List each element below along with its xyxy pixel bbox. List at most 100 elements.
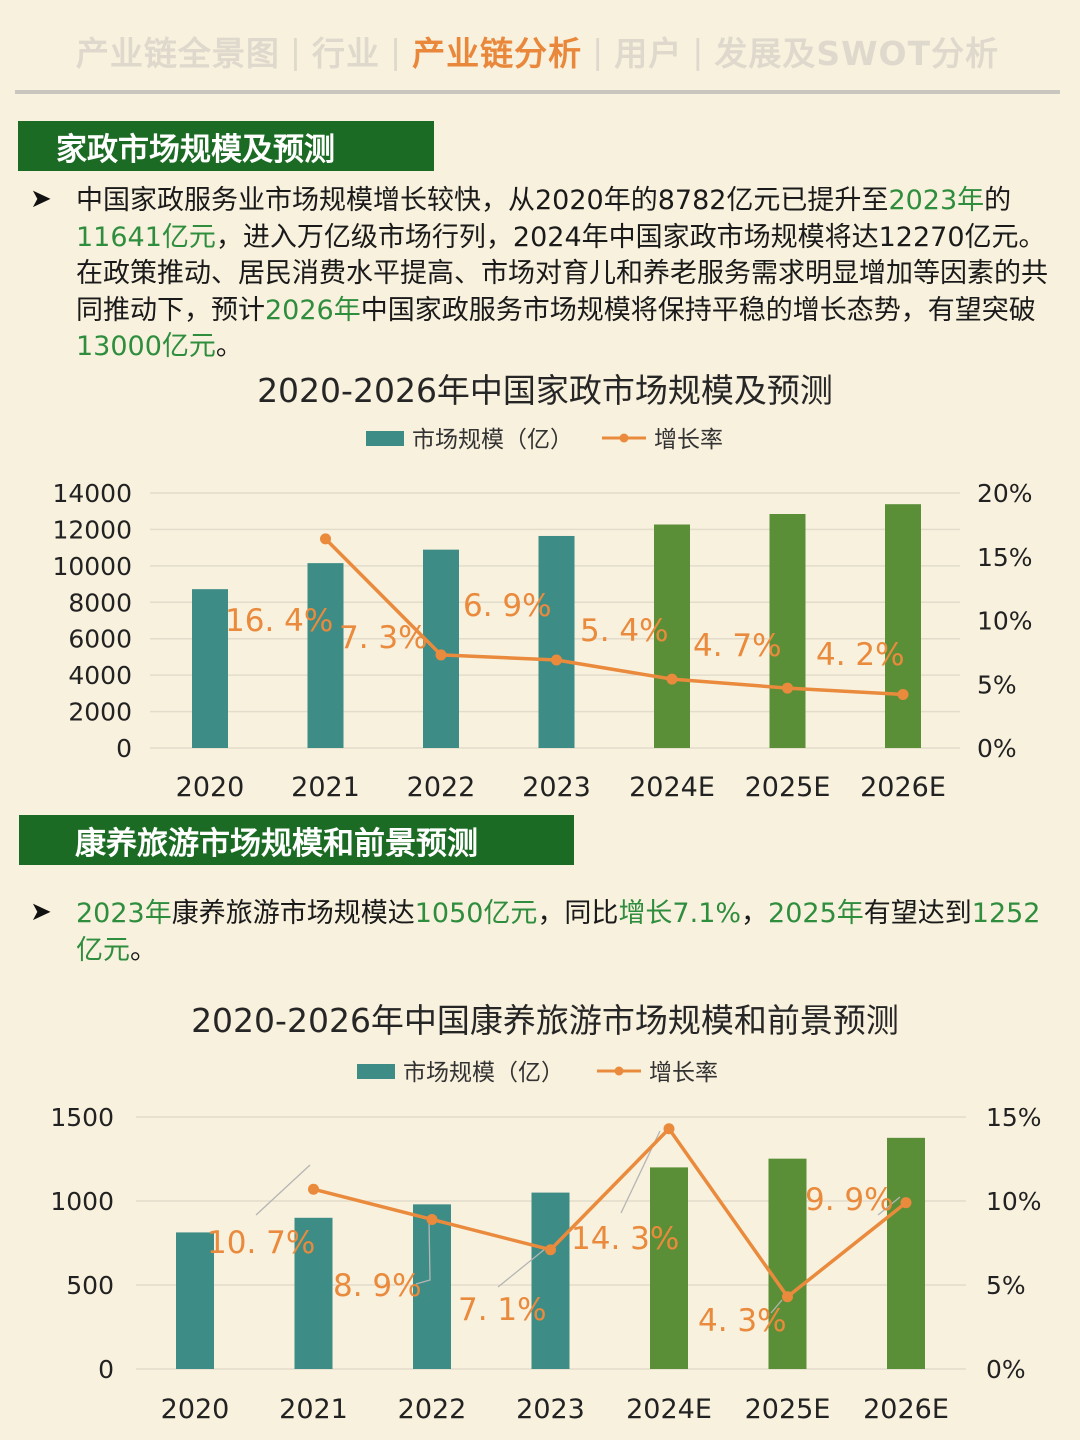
- highlight-text: 13000亿元: [76, 331, 216, 362]
- bar-2021: [294, 1217, 333, 1369]
- bar-2023: [538, 535, 575, 748]
- bar-2021: [307, 563, 344, 748]
- y-axis-left-tick: 6000: [68, 625, 132, 654]
- legend-line-label: 增长率: [654, 427, 723, 453]
- growth-rate-label: 4. 3%: [698, 1303, 787, 1339]
- nav-tab-3[interactable]: 用户: [614, 34, 683, 73]
- highlight-text: 2023年: [888, 185, 985, 216]
- bullet-arrow-icon: ➤: [30, 897, 52, 927]
- nav-tab-1[interactable]: 行业: [312, 34, 380, 73]
- highlight-text: 2026年: [265, 294, 361, 326]
- y-axis-left-tick: 1000: [50, 1187, 114, 1216]
- label-leader-line: [770, 1299, 783, 1314]
- growth-rate-label: 10. 7%: [207, 1225, 315, 1261]
- x-axis-tick: 2025E: [745, 772, 831, 803]
- x-axis-tick: 2024E: [629, 772, 715, 803]
- growth-rate-point: [435, 649, 447, 661]
- bar-2026E: [885, 504, 921, 748]
- x-axis-tick: 2023: [522, 772, 591, 803]
- x-axis-tick: 2021: [291, 772, 360, 803]
- body-text: 中国家政服务市场规模将保持平稳的增长态势，有望突破: [360, 294, 1036, 326]
- label-leader-line: [877, 1196, 901, 1216]
- y-axis-right-tick: 5%: [977, 670, 1017, 699]
- nav-tab-2[interactable]: 产业链分析: [412, 34, 583, 73]
- legend-bar-label: 市场规模（亿）: [412, 427, 573, 453]
- body-text: ，同比: [537, 898, 619, 929]
- bar-2022: [423, 549, 459, 748]
- x-axis-tick: 2026E: [863, 1394, 949, 1425]
- y-axis-right-tick: 5%: [986, 1271, 1026, 1300]
- y-axis-left-tick: 0: [98, 1355, 114, 1384]
- bar-2024E: [650, 1167, 688, 1369]
- highlight-text: 2023年: [76, 898, 172, 929]
- label-leader-line: [255, 1164, 311, 1216]
- highlight-text: 2025年: [768, 898, 864, 929]
- nav-separator: |: [289, 31, 302, 71]
- growth-rate-point: [320, 533, 331, 545]
- growth-rate-label: 9. 9%: [805, 1182, 894, 1218]
- y-axis-left-tick: 500: [66, 1271, 114, 1300]
- body-text: ，进入万亿级市场行列，2024年中国家政市场规模将达12270亿元。在政策推动、…: [76, 221, 1048, 326]
- growth-rate-line: [324, 537, 904, 697]
- legend-bar-swatch: [357, 1064, 395, 1079]
- growth-rate-label: 7. 1%: [458, 1292, 547, 1328]
- nav-divider: [15, 90, 1060, 94]
- chart-title: 2020-2026年中国家政市场规模及预测: [257, 371, 833, 410]
- growth-rate-point: [545, 1244, 556, 1256]
- bar-2023: [531, 1192, 570, 1369]
- growth-rate-point: [900, 1197, 912, 1209]
- growth-rate-label: 14. 3%: [571, 1221, 679, 1257]
- legend-line-label: 增长率: [649, 1060, 718, 1086]
- nav-separator: |: [692, 31, 705, 71]
- body-text: 康养旅游市场规模达: [171, 898, 415, 929]
- y-axis-right-tick: 10%: [986, 1187, 1042, 1216]
- highlight-text: 1050亿元: [414, 898, 538, 929]
- growth-rate-point: [551, 654, 562, 666]
- x-axis-tick: 2021: [279, 1394, 348, 1425]
- growth-rate-label: 16. 4%: [225, 603, 333, 639]
- highlight-text: 11641亿元: [76, 221, 216, 253]
- x-axis-tick: 2026E: [860, 772, 946, 803]
- growth-rate-point: [663, 1123, 675, 1135]
- growth-rate-point: [782, 1291, 793, 1303]
- y-axis-left-tick: 0: [116, 734, 132, 763]
- bar-2024E: [654, 524, 690, 748]
- growth-rate-line: [313, 1127, 908, 1299]
- y-axis-right-tick: 15%: [977, 543, 1033, 572]
- x-axis-tick: 2024E: [626, 1394, 712, 1425]
- nav-tab-0[interactable]: 产业链全景图: [75, 34, 280, 73]
- bullet-arrow-icon: ➤: [30, 184, 52, 214]
- label-leader-line: [415, 1219, 431, 1285]
- body-text: 。: [130, 934, 157, 966]
- growth-rate-point: [426, 1213, 438, 1225]
- x-axis-tick: 2022: [407, 772, 476, 803]
- growth-rate-label: 8. 9%: [333, 1268, 422, 1304]
- bar-2020: [192, 589, 228, 748]
- legend-line-marker: [614, 1066, 624, 1076]
- growth-rate-label: 4. 2%: [816, 637, 905, 673]
- highlight-text: 增长7.1%: [618, 898, 742, 929]
- growth-rate-label: 4. 7%: [693, 628, 782, 664]
- nav-tab-4[interactable]: 发展及SWOT分析: [714, 34, 1000, 73]
- y-axis-left-tick: 4000: [68, 661, 132, 690]
- nav-separator: |: [390, 31, 403, 71]
- legend-bar-label: 市场规模（亿）: [403, 1060, 564, 1086]
- bar-2022: [413, 1204, 451, 1369]
- growth-rate-point: [897, 688, 909, 700]
- housekeeping-summary-paragraph: 中国家政服务业市场规模增长较快，从2020年的8782亿元已提升至2023年的 1…: [76, 183, 1066, 366]
- bar-2026E: [887, 1137, 925, 1369]
- bar-2025E: [768, 1158, 807, 1369]
- nav-separator: |: [592, 31, 605, 71]
- y-axis-right-tick: 10%: [977, 607, 1033, 636]
- legend-line-marker: [619, 433, 629, 443]
- x-axis-tick: 2020: [176, 772, 245, 803]
- y-axis-left-tick: 14000: [52, 479, 132, 508]
- x-axis-tick: 2025E: [745, 1394, 831, 1425]
- label-leader-line: [497, 1248, 546, 1288]
- section-header-housekeeping: 家政市场规模及预测: [18, 121, 434, 171]
- y-axis-right-tick: 0%: [986, 1355, 1026, 1384]
- section-header-wellness-tourism: 康养旅游市场规模和前景预测: [19, 815, 574, 865]
- body-text: 有望达到: [863, 898, 972, 929]
